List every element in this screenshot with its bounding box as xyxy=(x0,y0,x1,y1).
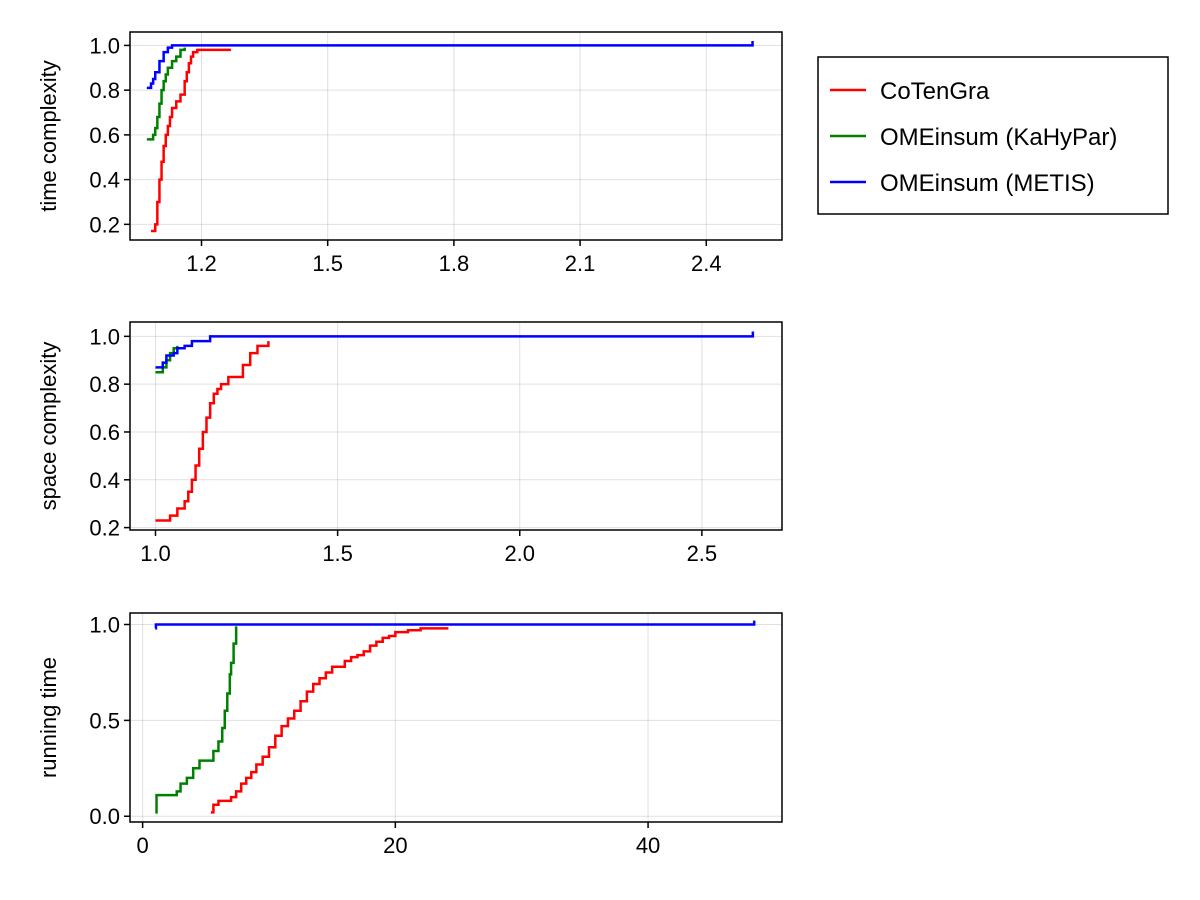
y-tick-label: 0.4 xyxy=(89,468,120,493)
y-axis-label: running time xyxy=(36,657,61,778)
y-tick-label: 1.0 xyxy=(89,613,120,638)
y-tick-label: 0.8 xyxy=(89,78,120,103)
x-tick-label: 1.2 xyxy=(186,251,217,276)
y-tick-label: 0.4 xyxy=(89,168,120,193)
series-cotengra xyxy=(210,627,449,814)
y-tick-label: 0.0 xyxy=(89,804,120,829)
panel-1: 1.2 1.5 1.8 2.1 2.4 0.2 0.4 0.6 0.8 1.0 time compl… xyxy=(36,31,783,276)
y-tick-label: 0.6 xyxy=(89,123,120,148)
series-omeinsum-metis xyxy=(146,40,754,90)
plot-frame xyxy=(129,31,783,241)
x-tick-label: 0 xyxy=(137,833,149,858)
legend-label-metis: OMEinsum (METIS) xyxy=(880,170,1095,197)
x-tick-label: 2.0 xyxy=(504,541,535,566)
y-tick-label: 1.0 xyxy=(89,324,120,349)
series-omeinsum-kahypar xyxy=(155,626,238,814)
panel-2: 1.0 1.5 2.0 2.5 0.2 0.4 0.6 0.8 1.0 space complex… xyxy=(36,321,783,566)
x-tick-label: 40 xyxy=(636,833,660,858)
series-cotengra xyxy=(155,341,270,522)
x-tick-label: 2.1 xyxy=(565,251,596,276)
legend-label-cotengra: CoTenGra xyxy=(880,78,990,105)
series-omeinsum-metis xyxy=(154,620,756,630)
series-cotengra xyxy=(151,48,231,233)
series-omeinsum-kahypar xyxy=(155,345,179,374)
plot-frame xyxy=(129,321,783,531)
y-tick-label: 0.6 xyxy=(89,420,120,445)
x-tick-label: 20 xyxy=(383,833,407,858)
series-omeinsum-kahypar xyxy=(146,47,186,141)
legend-label-kahypar: OMEinsum (KaHyPar) xyxy=(880,124,1117,151)
y-axis-label: space complexity xyxy=(36,342,61,511)
y-tick-label: 0.2 xyxy=(89,212,120,237)
plot-frame xyxy=(129,612,783,823)
legend: CoTenGra OMEinsum (KaHyPar) OMEinsum (ME… xyxy=(817,56,1169,215)
x-tick-label: 1.5 xyxy=(312,251,343,276)
x-tick-label: 1.5 xyxy=(322,541,353,566)
y-tick-label: 0.2 xyxy=(89,516,120,541)
x-tick-label: 1.8 xyxy=(439,251,470,276)
x-tick-label: 2.4 xyxy=(691,251,722,276)
series-omeinsum-metis xyxy=(155,331,755,369)
y-tick-label: 0.5 xyxy=(89,708,120,733)
y-tick-label: 0.8 xyxy=(89,372,120,397)
y-axis-label: time complexity xyxy=(36,60,61,212)
panel-3: 0 20 40 0.0 0.5 1.0 running time xyxy=(36,612,783,858)
legend-box xyxy=(817,56,1169,215)
panels: 1.2 1.5 1.8 2.1 2.4 0.2 0.4 0.6 0.8 1.0 time compl… xyxy=(36,31,783,858)
x-tick-label: 1.0 xyxy=(140,541,171,566)
x-tick-label: 2.5 xyxy=(687,541,718,566)
y-tick-label: 1.0 xyxy=(89,33,120,58)
